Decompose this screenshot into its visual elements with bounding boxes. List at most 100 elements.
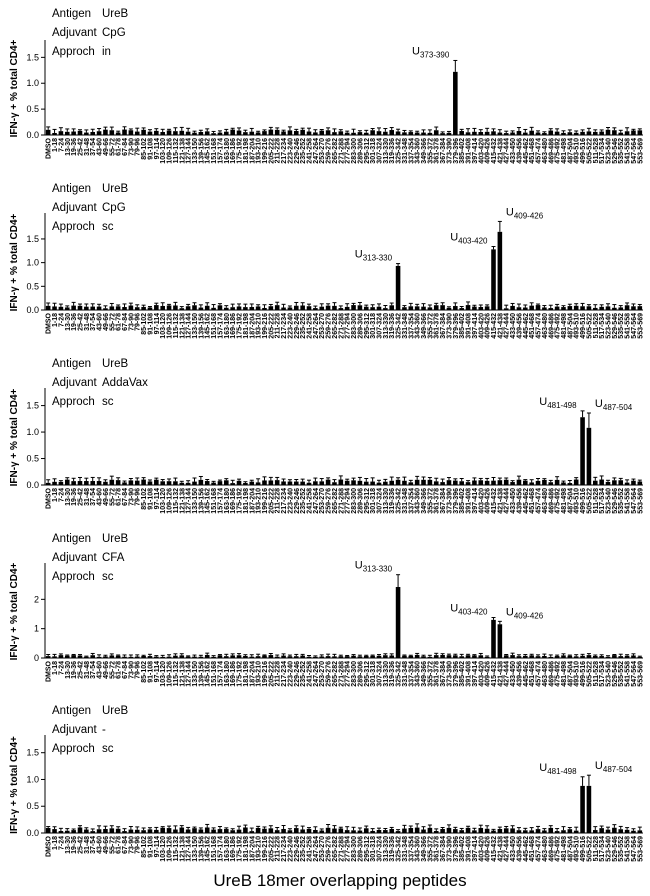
bar — [414, 654, 420, 658]
x-tick-label: 481-498 — [561, 661, 568, 687]
x-tick-label: 301-318 — [370, 313, 377, 339]
bar — [166, 305, 172, 310]
x-tick-label: 109-126 — [167, 138, 174, 164]
x-tick-label: 277-294 — [345, 313, 352, 339]
x-tick-label: 193-210 — [256, 836, 263, 862]
bar — [128, 305, 134, 310]
x-tick-label: 247-264 — [313, 836, 320, 862]
bar — [363, 828, 369, 833]
bar — [363, 655, 369, 658]
x-tick-label: 97-114 — [154, 488, 161, 510]
bar — [255, 306, 261, 310]
bar — [141, 830, 146, 833]
x-tick-label: 511-528 — [593, 836, 600, 861]
x-tick-label: 283-300 — [351, 313, 358, 339]
x-tick-label: 151-168 — [211, 661, 218, 687]
bar — [332, 656, 337, 658]
bar — [472, 306, 477, 310]
bar — [192, 132, 197, 135]
x-tick-label: 319-336 — [389, 313, 396, 339]
bar — [389, 480, 395, 485]
y-tick-label: 2 — [34, 594, 39, 604]
bar — [459, 830, 464, 833]
bar — [389, 305, 395, 310]
y-axis-label: IFN-γ + % total CD4+ — [9, 562, 20, 660]
x-tick-label: 385-402 — [459, 836, 466, 862]
bar — [402, 307, 407, 310]
bar — [351, 480, 356, 485]
bar — [529, 130, 534, 135]
bar — [325, 130, 331, 135]
bar — [535, 656, 541, 658]
bar — [243, 307, 248, 310]
bar — [179, 308, 185, 310]
bar — [631, 306, 636, 310]
bar — [478, 307, 484, 310]
x-tick-label: 433-450 — [510, 138, 517, 164]
x-tick-label: 139-156 — [198, 138, 205, 164]
x-tick-label: 313-330 — [383, 836, 390, 862]
bar — [217, 132, 223, 135]
bar — [287, 481, 293, 485]
bar — [453, 480, 458, 485]
x-tick-label: 301-318 — [370, 836, 377, 862]
bar — [141, 306, 146, 310]
x-tick-label: 259-276 — [326, 313, 333, 339]
y-tick-label: 0.5 — [26, 801, 39, 811]
y-tick-label: 1.5 — [26, 401, 39, 411]
bar — [77, 827, 83, 833]
x-tick-label: 235-252 — [300, 836, 307, 862]
chart-panel-3: Antigen UreB Adjuvant AddaVax Approch sc IFN-γ… — [9, 358, 644, 514]
x-tick-label: 403-420 — [478, 661, 485, 687]
y-axis-label: IFN-γ + % total CD4+ — [9, 388, 20, 486]
x-tick-label: 319-336 — [389, 661, 396, 687]
bar — [535, 305, 541, 310]
bar — [249, 307, 255, 310]
x-tick-label: 121-138 — [179, 138, 186, 164]
x-tick-label: 535-552 — [618, 313, 625, 339]
x-tick-label: 133-150 — [192, 138, 199, 164]
bar — [211, 307, 216, 310]
x-tick-label: 529-546 — [612, 488, 619, 514]
bar — [624, 482, 630, 485]
bar — [300, 305, 305, 310]
bar — [383, 481, 388, 485]
x-tick-label: 37-54 — [90, 138, 97, 156]
bar — [376, 306, 382, 310]
x-tick-label: 73-90 — [128, 836, 135, 854]
x-tick-label: 367-384 — [440, 661, 447, 687]
x-tick-label: 373-390 — [446, 836, 453, 862]
x-tick-label: 31-48 — [84, 313, 91, 331]
y-axis-label: IFN-γ + % total CD4+ — [9, 39, 20, 137]
x-tick-label: 277-294 — [345, 661, 352, 687]
x-tick-label: 283-300 — [351, 661, 358, 687]
x-tick-label: 25-42 — [77, 836, 84, 854]
x-tick-label: 127-144 — [186, 836, 193, 862]
bar — [338, 131, 344, 135]
x-tick-label: 157-174 — [217, 488, 224, 514]
meta-value: sc — [102, 743, 114, 755]
x-tick-label: 49-66 — [103, 488, 110, 506]
meta-key: Approch — [52, 221, 95, 233]
bar — [173, 305, 178, 310]
bar — [357, 305, 363, 310]
y-tick-label: 0.0 — [26, 828, 39, 838]
x-tick-label: 319-336 — [389, 138, 396, 164]
bar — [173, 829, 178, 833]
bar — [147, 131, 153, 135]
bar — [586, 131, 592, 135]
bar — [179, 130, 185, 135]
x-tick-label: 457-474 — [536, 488, 543, 514]
x-tick-label: 229-246 — [294, 488, 301, 514]
bar — [230, 655, 235, 658]
x-tick-label: 325-342 — [396, 313, 403, 339]
bar — [192, 656, 197, 658]
y-tick-label: 0.0 — [26, 130, 39, 140]
x-tick-label: 289-306 — [357, 836, 364, 862]
bar — [567, 829, 573, 833]
bar — [612, 307, 617, 310]
bar — [230, 307, 235, 310]
x-tick-label: 511-528 — [593, 488, 600, 513]
x-tick-label: 301-318 — [370, 661, 377, 687]
bar — [599, 306, 604, 310]
